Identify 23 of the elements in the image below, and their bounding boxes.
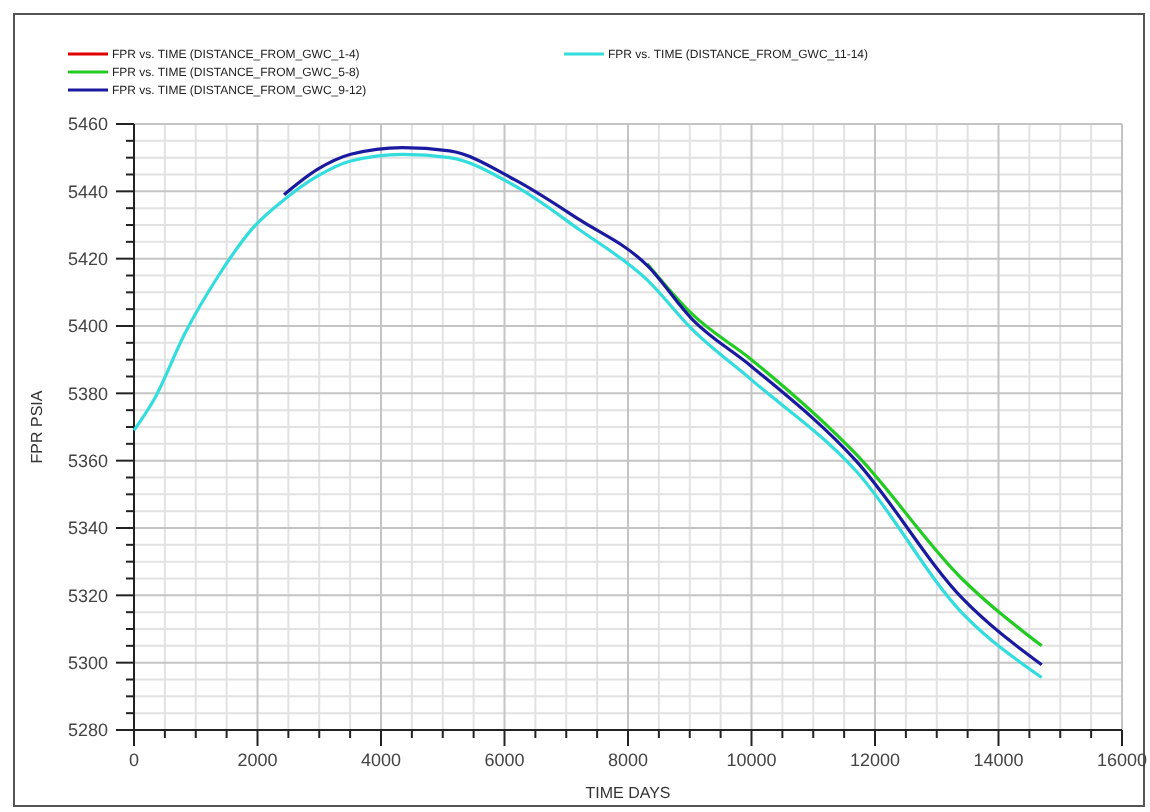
x-tick-label: 8000 <box>607 750 649 770</box>
y-tick-label: 5300 <box>67 652 108 673</box>
x-tick-label: 12000 <box>849 750 901 770</box>
y-tick-label: 5320 <box>67 585 108 606</box>
line-series <box>132 152 1044 680</box>
x-tick-label: 6000 <box>484 750 525 770</box>
line-series <box>645 262 1044 648</box>
y-tick-label: 5360 <box>67 450 108 471</box>
x-tick-label: 10000 <box>726 750 777 770</box>
y-tick-label: 5380 <box>67 383 108 404</box>
x-axis-title: TIME DAYS <box>585 784 671 802</box>
y-tick-label: 5280 <box>67 720 108 741</box>
y-axis-title: FPR PSIA <box>28 389 46 464</box>
x-tick-label: 0 <box>128 750 140 770</box>
y-tick-label: 5460 <box>67 114 108 135</box>
line-series <box>282 145 1044 667</box>
x-tick-label: 4000 <box>360 750 402 770</box>
x-tick-label: 14000 <box>973 750 1024 770</box>
y-tick-label: 5420 <box>67 248 108 269</box>
x-tick-label: 2000 <box>237 750 278 770</box>
y-tick-label: 5340 <box>67 518 108 539</box>
y-tick-label: 5400 <box>67 316 108 337</box>
y-tick-label: 5440 <box>67 181 108 202</box>
